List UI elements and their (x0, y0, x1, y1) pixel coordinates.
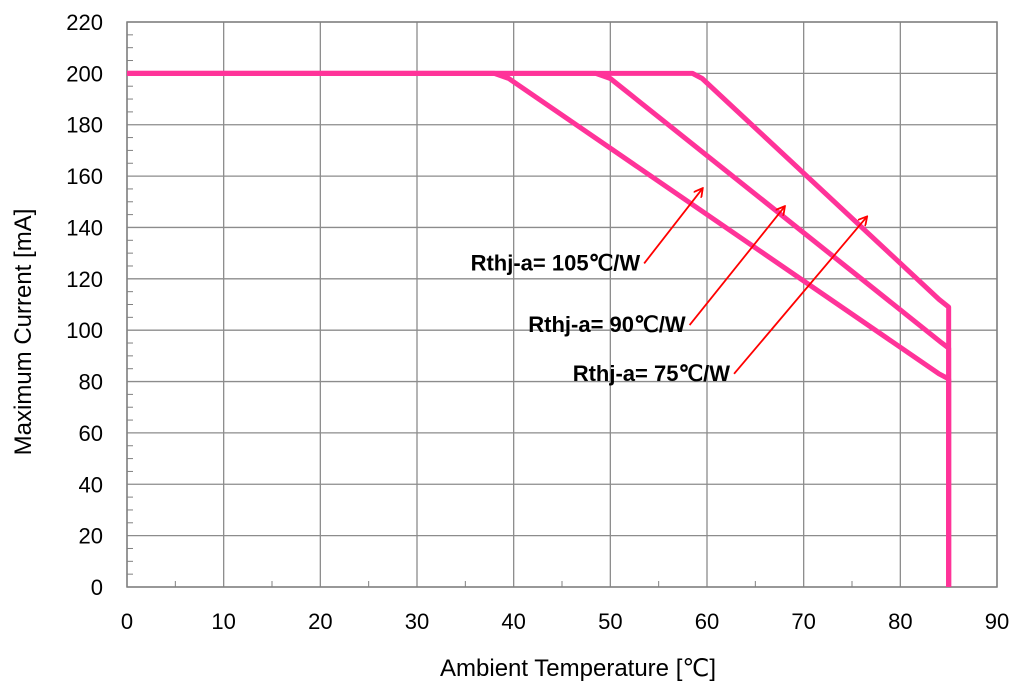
y-tick-label: 0 (91, 575, 103, 600)
y-tick-label: 40 (79, 472, 103, 497)
y-tick-label: 60 (79, 421, 103, 446)
annotation-label-1: Rthj-a= 105℃/W (471, 250, 641, 275)
y-tick-label: 80 (79, 370, 103, 395)
y-tick-label: 20 (79, 524, 103, 549)
x-tick-label: 90 (985, 609, 1009, 634)
annotation-arrow-1 (643, 189, 702, 264)
x-tick-label: 80 (888, 609, 912, 634)
x-axis-tick-labels: 0 10 20 30 40 50 60 70 80 90 (121, 609, 1009, 634)
plot-area (126, 21, 998, 588)
y-axis-title: Maximum Current [mA] (10, 209, 37, 456)
y-axis-tick-labels: 0 20 40 60 80 100 120 140 160 180 200 220 (66, 10, 103, 600)
y-tick-label: 140 (66, 215, 103, 240)
x-tick-label: 40 (501, 609, 525, 634)
x-tick-label: 60 (695, 609, 719, 634)
x-tick-label: 10 (211, 609, 235, 634)
y-tick-label: 180 (66, 113, 103, 138)
y-axis-minor-ticks (127, 34, 950, 587)
x-tick-label: 0 (121, 609, 133, 634)
annotation-arrow-3 (733, 217, 866, 375)
annotation-label-2: Rthj-a= 90℃/W (528, 312, 686, 337)
x-tick-label: 50 (598, 609, 622, 634)
y-tick-label: 220 (66, 10, 103, 35)
y-tick-label: 100 (66, 318, 103, 343)
annotations: Rthj-a= 105℃/W Rthj-a= 90℃/W Rthj-a= 75℃/W (471, 250, 731, 385)
y-tick-label: 160 (66, 164, 103, 189)
annotation-arrows (643, 189, 866, 375)
annotation-label-3: Rthj-a= 75℃/W (573, 361, 731, 386)
y-tick-label: 120 (66, 267, 103, 292)
grid (126, 21, 998, 588)
x-axis-title: Ambient Temperature [℃] (440, 655, 716, 682)
annotation-arrow-2 (688, 207, 785, 326)
x-tick-label: 20 (308, 609, 332, 634)
series-line-3 (127, 70, 952, 587)
x-tick-label: 30 (405, 609, 429, 634)
y-tick-label: 200 (66, 61, 103, 86)
x-tick-label: 70 (791, 609, 815, 634)
